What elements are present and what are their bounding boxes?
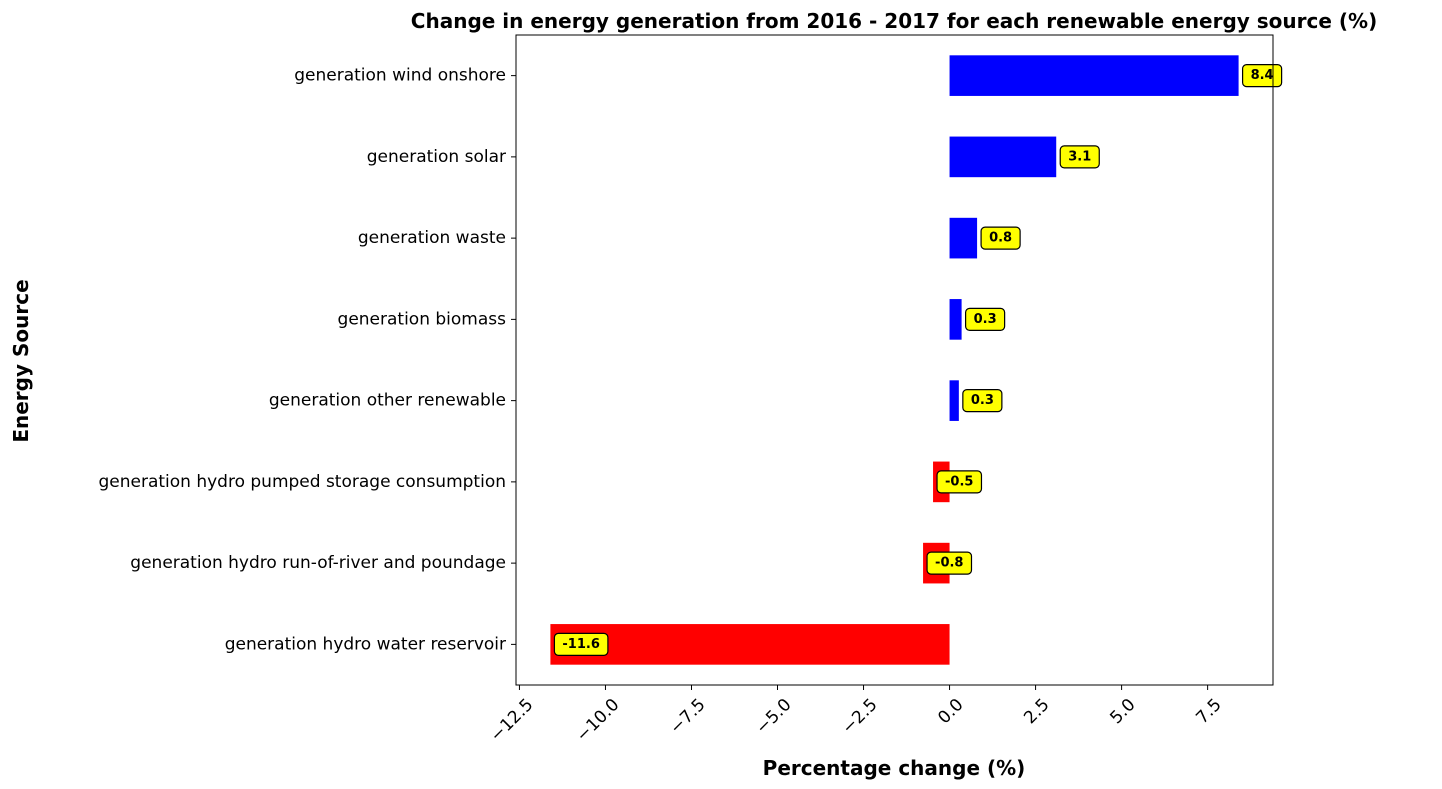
y-tick-label: generation hydro run-of-river and pounda… [130,553,506,573]
y-axis-ticks: generation wind onshore generation solar g… [98,66,516,654]
data-label: 0.8 [980,226,1021,250]
y-tick-label: generation biomass [338,309,507,329]
data-label: 0.3 [962,389,1003,413]
data-label-box [936,470,983,494]
data-label: 0.3 [964,307,1006,331]
data-label-box [1241,64,1283,88]
plot-area-frame [515,34,1274,686]
x-tick-label: −10.0 [572,695,623,746]
y-tick-label: generation hydro pumped storage consumpt… [98,472,506,492]
bar [949,380,959,421]
bar [949,217,978,259]
bar [949,136,1057,178]
y-tick-label: generation other renewable [269,391,506,411]
data-label-text: 0.8 [989,231,1012,246]
x-axis-ticks: −12.5 −10.0 −7.5 −5.0 −2.5 0.0 2.5 5.0 7.5 [486,685,1226,746]
data-label-box [553,632,609,656]
data-label-text: -11.6 [562,637,599,652]
data-label-text: 0.3 [974,312,997,327]
x-tick-label: −12.5 [486,695,537,746]
y-tick-label: generation solar [367,147,506,167]
data-label-box [926,551,973,575]
x-tick-label: −7.5 [666,695,709,738]
y-tick-label: generation wind onshore [294,66,506,86]
data-label-text: -0.5 [945,474,973,489]
data-label-box [980,226,1021,250]
data-label-text: 8.4 [1251,68,1274,83]
bar [949,55,1239,96]
data-label: -0.5 [936,470,983,494]
data-labels-group: 8.4 3.1 0.8 0.3 0.3 -0.5 -0.8 -11.6 [553,64,1283,656]
x-tick-label: 5.0 [1106,695,1139,728]
data-label: -11.6 [553,632,609,656]
chart-title: Change in energy generation from 2016 - … [411,9,1377,33]
x-axis-label: Percentage change (%) [763,756,1026,780]
data-label: 8.4 [1241,64,1283,88]
data-label: 3.1 [1059,145,1100,169]
x-tick-label: 7.5 [1192,695,1225,728]
data-label: -0.8 [926,551,973,575]
x-tick-label: −5.0 [752,695,795,738]
data-label-box [1059,145,1100,169]
data-label-box [962,389,1003,413]
data-label-text: 0.3 [971,393,994,408]
x-tick-label: 2.5 [1020,695,1053,728]
y-tick-label: generation hydro water reservoir [225,634,506,654]
y-axis-label: Energy Source [9,279,33,442]
bars-group [550,55,1239,665]
data-label-box [964,307,1006,331]
bar [949,299,962,340]
data-label-text: -0.8 [935,556,963,571]
x-tick-label: −2.5 [838,695,881,738]
x-tick-label: 0.0 [934,695,967,728]
y-tick-label: generation waste [358,228,506,248]
data-label-text: 3.1 [1068,149,1091,164]
bar [550,624,950,665]
